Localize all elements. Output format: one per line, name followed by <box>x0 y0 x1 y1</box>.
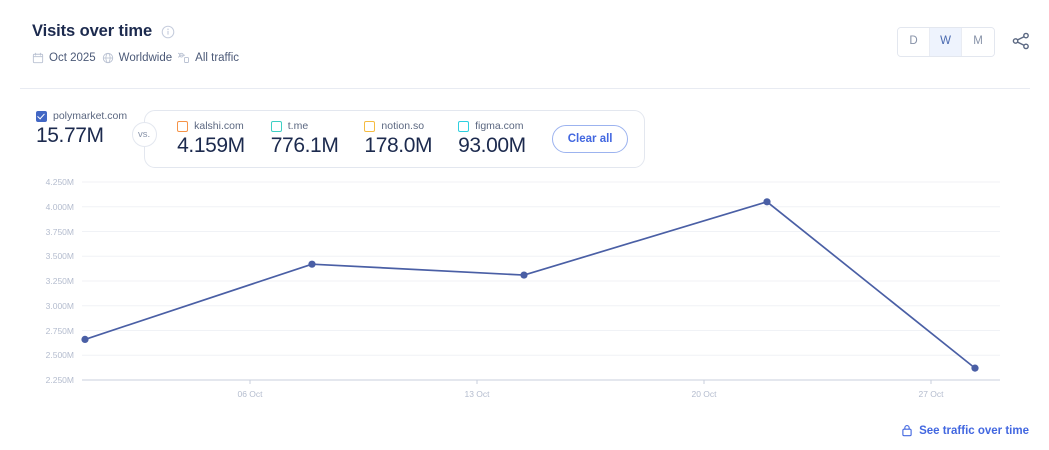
granularity-option-m[interactable]: M <box>962 28 994 56</box>
legend-value-polymarket: 15.77M <box>36 124 104 147</box>
globe-icon <box>102 52 113 64</box>
legend-chip-notion[interactable]: notion.so 178.0M <box>364 120 432 158</box>
meta-country-label: Worldwide <box>118 52 173 64</box>
y-axis-tick-label: 4.000M <box>45 201 74 212</box>
legend-checkbox-figma[interactable] <box>458 120 470 132</box>
calendar-icon <box>32 52 44 64</box>
y-axis-tick-label: 2.250M <box>45 375 74 385</box>
y-axis-tick-label: 3.500M <box>45 251 74 262</box>
y-axis-tick-label: 4.250M <box>45 177 74 187</box>
y-axis-tick-label: 3.750M <box>45 226 74 237</box>
legend-label-notion: notion.so <box>381 120 425 132</box>
legend-chip-tme[interactable]: t.me 776.1M <box>270 120 339 158</box>
share-icon[interactable] <box>1011 31 1031 51</box>
legend-bar: polymarket.com 15.77M vs. kalshi.com 4.1… <box>28 110 646 168</box>
y-axis-tick-label: 2.750M <box>45 325 74 336</box>
x-axis-tick-label: 27 Oct <box>918 389 944 399</box>
x-axis-tick-label: 13 Oct <box>464 389 490 399</box>
legend-value-tme: 776.1M <box>270 134 339 157</box>
x-axis-tick-label: 20 Oct <box>691 389 717 399</box>
meta-traffic[interactable]: All traffic <box>178 52 239 64</box>
legend-label-kalshi: kalshi.com <box>194 120 244 132</box>
title-row: Visits over time <box>32 22 175 41</box>
meta-date[interactable]: Oct 2025 <box>32 52 96 64</box>
info-circle-icon[interactable] <box>161 25 175 39</box>
header-divider <box>20 88 1030 89</box>
traffic-filter-icon <box>178 52 190 63</box>
chart-plot-area[interactable] <box>0 172 1049 407</box>
legend-value-notion: 178.0M <box>364 134 433 157</box>
widget-meta: Oct 2025 Worldwide All traffic <box>32 52 239 64</box>
page-title: Visits over time <box>32 22 153 40</box>
legend-chip-figma[interactable]: figma.com 93.00M <box>458 120 526 158</box>
legend-chip-notion-top: notion.so <box>364 120 432 132</box>
legend-label-polymarket: polymarket.com <box>53 110 128 122</box>
legend-chip-kalshi[interactable]: kalshi.com 4.159M <box>177 120 245 158</box>
legend-value-kalshi: 4.159M <box>177 134 245 157</box>
meta-traffic-label: All traffic <box>195 52 240 64</box>
line-chart: 4.250M 4.000M 3.750M 3.500M 3.250M 3.000M 2.75… <box>0 172 1049 407</box>
x-axis-tick-label: 06 Oct <box>237 389 263 399</box>
legend-chip-tme-top: t.me <box>270 120 339 132</box>
meta-date-label: Oct 2025 <box>49 52 96 64</box>
widget-header: Visits over time Oct 2025 <box>0 0 1049 88</box>
legend-chip-primary[interactable]: polymarket.com 15.77M <box>36 110 127 148</box>
vs-label: vs. <box>131 121 157 147</box>
legend-checkbox-kalshi[interactable] <box>177 120 189 132</box>
see-traffic-link[interactable]: See traffic over time <box>901 424 1029 437</box>
meta-country[interactable]: Worldwide <box>102 52 172 64</box>
granularity-toggle[interactable]: D W M <box>897 27 995 57</box>
lock-icon <box>902 425 912 437</box>
legend-chip-primary-top: polymarket.com <box>36 110 127 122</box>
y-axis-tick-label: 3.000M <box>45 300 74 311</box>
comparison-container: kalshi.com 4.159M t.me 776.1M notion.so … <box>144 110 646 168</box>
legend-checkbox-notion[interactable] <box>364 120 376 132</box>
y-axis-tick-label: 2.500M <box>45 350 74 361</box>
vs-separator: vs. <box>127 110 161 158</box>
legend-label-tme: t.me <box>287 120 309 132</box>
legend-chip-figma-top: figma.com <box>458 120 526 132</box>
granularity-option-w[interactable]: W <box>930 28 962 56</box>
legend-checkbox-tme[interactable] <box>270 120 282 132</box>
granularity-option-d[interactable]: D <box>898 28 930 56</box>
legend-checkbox-polymarket[interactable] <box>36 110 47 122</box>
y-axis-tick-label: 3.250M <box>45 276 74 286</box>
clear-all-button[interactable]: Clear all <box>551 125 629 153</box>
legend-label-figma: figma.com <box>475 120 524 132</box>
legend-chip-kalshi-top: kalshi.com <box>177 120 245 132</box>
legend-value-figma: 93.00M <box>458 134 526 157</box>
see-traffic-label: See traffic over time <box>919 424 1029 437</box>
